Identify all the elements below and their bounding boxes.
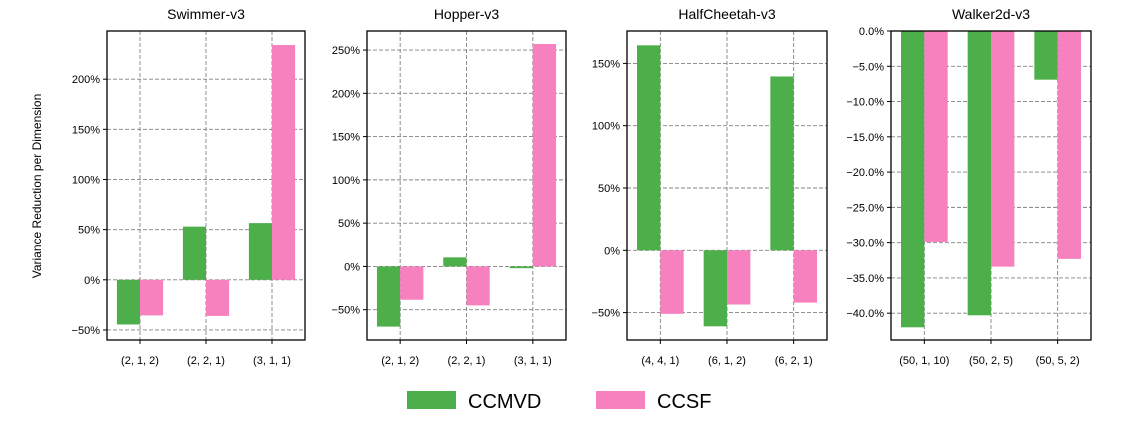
plot-frame — [626, 30, 828, 341]
y-tick-label: −50% — [592, 308, 621, 320]
panel-3: −50% 0% 50% 100% 150% (4, 4, 1) (6, 1, 2) (6, 2… — [592, 6, 828, 367]
x-tick-label: (2, 1, 2) — [381, 355, 419, 367]
x-tick-label: (50, 2, 5) — [969, 355, 1013, 367]
bar-ccmvd-2 — [443, 257, 467, 267]
y-tick-label: 200% — [72, 74, 100, 86]
bar-ccmvd-1 — [376, 266, 401, 327]
bar-ccsf-1 — [140, 279, 164, 316]
y-tick-label: 150% — [332, 132, 360, 144]
y-tick-label: 100% — [72, 174, 100, 186]
y-tick-label: −30.0% — [846, 238, 884, 250]
bar-ccmvd-2 — [703, 250, 727, 327]
panel-title: Walker2d-v3 — [952, 6, 1030, 22]
y-tick-label: 50% — [78, 225, 100, 237]
y-tick-label: −50% — [72, 325, 101, 337]
x-tick-label: (6, 1, 2) — [708, 355, 746, 367]
y-tick-label: 50% — [338, 218, 360, 230]
bar-ccmvd-2 — [182, 226, 206, 280]
y-tick-label: −5.0% — [853, 61, 885, 73]
bar-ccmvd-3 — [509, 266, 533, 269]
panel-title: HalfCheetah-v3 — [678, 6, 775, 22]
bar-ccmvd-1 — [901, 31, 925, 328]
y-tick-label: −20.0% — [846, 167, 884, 179]
panels: −50% 0% 50% 100% 150% 200% (2, 1, 2) (2, 2, 1) (… — [72, 6, 1092, 367]
bar-ccmvd-2 — [967, 31, 991, 316]
bar-ccmvd-1 — [637, 45, 661, 251]
panel-1: −50% 0% 50% 100% 150% 200% (2, 1, 2) (2, 2, 1) (… — [72, 6, 306, 367]
y-tick-label: 200% — [332, 88, 360, 100]
bar-ccsf-1 — [924, 31, 948, 242]
x-tick-label: (2, 2, 1) — [448, 355, 486, 367]
bar-ccmvd-1 — [116, 279, 140, 325]
y-tick-label: 0.0% — [859, 26, 884, 38]
legend-swatch-ccsf — [596, 391, 645, 409]
x-tick-label: (50, 5, 2) — [1036, 355, 1080, 367]
y-tick-label: 0% — [344, 261, 360, 273]
panel-4: 0.0% −5.0% −10.0% −15.0% −20.0% −25.0% −30.0% −… — [846, 6, 1092, 367]
y-tick-label: 100% — [332, 175, 360, 187]
y-tick-label: 0% — [604, 245, 620, 257]
bar-ccsf-2 — [206, 279, 230, 316]
x-tick-label: (6, 2, 1) — [775, 355, 813, 367]
x-tick-label: (2, 2, 1) — [187, 355, 225, 367]
bar-ccmvd-3 — [248, 223, 272, 280]
y-tick-label: 150% — [592, 58, 620, 70]
plot-frame — [106, 30, 306, 341]
bar-ccsf-3 — [272, 45, 296, 280]
y-tick-label: 250% — [332, 45, 360, 57]
y-axis-label: Variance Reduction per Dimension — [30, 94, 44, 279]
y-tick-label: −25.0% — [846, 202, 884, 214]
y-tick-label: 0% — [84, 275, 100, 287]
plot-frame — [366, 30, 567, 341]
panel-title: Swimmer-v3 — [167, 6, 245, 22]
bar-ccsf-3 — [532, 43, 557, 267]
bar-ccsf-2 — [466, 266, 490, 306]
y-tick-label: 150% — [72, 124, 100, 136]
legend: CCMVD CCSF — [407, 391, 711, 413]
bar-ccsf-1 — [660, 250, 684, 314]
bar-ccsf-1 — [400, 266, 424, 300]
legend-swatch-ccmvd — [407, 391, 456, 409]
x-tick-label: (3, 1, 1) — [514, 355, 552, 367]
panel-title: Hopper-v3 — [434, 6, 500, 22]
y-tick-label: 50% — [598, 183, 620, 195]
y-tick-label: −40.0% — [846, 308, 884, 320]
legend-label-ccsf: CCSF — [657, 391, 711, 413]
y-tick-label: 100% — [592, 121, 620, 133]
bar-ccsf-2 — [727, 250, 751, 305]
x-tick-label: (4, 4, 1) — [641, 355, 679, 367]
y-tick-label: −15.0% — [846, 132, 884, 144]
panel-2: −50% 0% 50% 100% 150% 200% 250% (2, 1, 2) (2, 2,… — [332, 6, 567, 367]
bar-ccsf-2 — [991, 31, 1015, 267]
legend-label-ccmvd: CCMVD — [468, 391, 541, 413]
x-tick-label: (50, 1, 10) — [899, 355, 949, 367]
plot-frame — [890, 30, 1092, 341]
y-tick-label: −10.0% — [846, 97, 884, 109]
bar-ccsf-3 — [1057, 31, 1081, 259]
bar-ccsf-3 — [793, 250, 817, 303]
bar-ccmvd-3 — [770, 76, 794, 251]
y-tick-label: −50% — [332, 305, 361, 317]
y-tick-label: −35.0% — [846, 273, 884, 285]
bar-ccmvd-3 — [1034, 31, 1058, 80]
x-tick-label: (2, 1, 2) — [121, 355, 159, 367]
x-tick-label: (3, 1, 1) — [253, 355, 291, 367]
